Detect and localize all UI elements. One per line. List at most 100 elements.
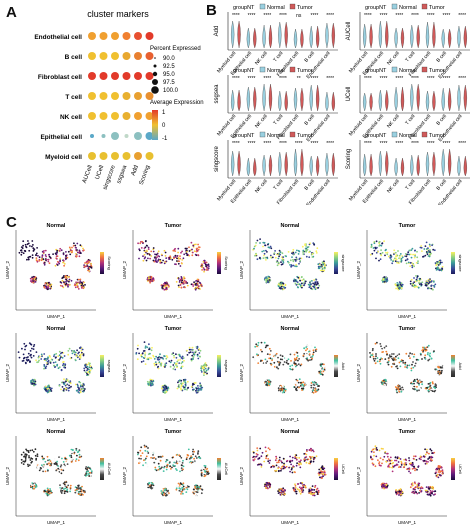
umap-plot: Tumor UMAP_2 UMAP_1 Scoring xyxy=(122,223,229,319)
dotplot-dot xyxy=(134,92,142,100)
violin-shape xyxy=(363,92,367,112)
umap-legend-label: UCell xyxy=(341,464,346,474)
umap-xlabel: UMAP_1 xyxy=(164,417,183,422)
violin-xlabel: T cell xyxy=(404,50,416,63)
dotplot-row-label: T cell xyxy=(65,94,82,101)
violin-sig: **** xyxy=(380,76,388,82)
umap-title: Normal xyxy=(47,429,66,435)
expr-tick-0: 0 xyxy=(162,123,166,129)
violin-shape xyxy=(394,86,398,112)
violin-xlabel: B cell xyxy=(304,113,316,126)
violin-xlabel: B cell xyxy=(436,178,448,191)
legend-swatch-tumor xyxy=(421,3,428,10)
dotplot-dot xyxy=(88,32,96,40)
dotplot-row-label: Epithelial cell xyxy=(40,134,82,141)
dotplot-dot xyxy=(111,112,119,120)
legend-swatch-tumor xyxy=(421,131,428,138)
violin-xlabel: B cell xyxy=(436,113,448,126)
umap-ylabel: UMAP_2 xyxy=(239,261,244,280)
dotplot-dot xyxy=(111,52,119,60)
violin-shape xyxy=(253,27,257,49)
umap-legend-label: Add xyxy=(458,362,463,369)
violin-xlabel: NK cell xyxy=(254,50,269,66)
violin-shape xyxy=(253,157,257,177)
violin-sig: **** xyxy=(311,141,319,147)
umap-plot: Normal UMAP_2 UMAP_1 Scoring xyxy=(5,223,112,319)
violin-shape xyxy=(457,25,461,49)
violin-sig: **** xyxy=(395,76,403,82)
umap-colorbar xyxy=(100,458,104,480)
violin-sig: **** xyxy=(411,13,419,19)
dotplot-row-label: B cell xyxy=(65,54,83,61)
violin-shape xyxy=(300,148,304,177)
violin-shape xyxy=(309,84,313,112)
umap-legend-label: singscore xyxy=(341,254,346,272)
violin-shape xyxy=(237,20,241,49)
violin-shape xyxy=(385,150,389,177)
violin-shape xyxy=(262,24,266,49)
violin-shape xyxy=(246,27,251,49)
violin-sig: **** xyxy=(380,13,388,19)
umap-colorbar xyxy=(100,355,104,377)
umap-legend-label: Scoring xyxy=(107,256,112,270)
umap-title: Normal xyxy=(281,223,300,229)
violin-shape xyxy=(284,90,288,112)
violin-shape xyxy=(416,24,420,49)
violin-shape xyxy=(284,151,288,177)
violin-shape xyxy=(293,28,298,49)
umap-legend-label: UCell xyxy=(458,464,463,474)
legend-label-tumor: Tumor xyxy=(297,5,313,11)
violin-shape xyxy=(394,27,398,49)
umap-plot: Normal UMAP_2 UMAP_1 Add xyxy=(239,326,346,422)
violin-sig: **** xyxy=(443,76,451,82)
violin-legend-title: groupNT xyxy=(233,133,255,139)
violin-shape xyxy=(441,87,445,112)
percent-legend-label: 92.5 xyxy=(163,64,175,70)
dotplot-dot xyxy=(134,152,142,160)
violin-shape xyxy=(378,89,383,112)
violin-shape xyxy=(268,154,273,177)
violin-shape xyxy=(410,24,414,49)
violin-sig: **** xyxy=(427,141,435,147)
violin-sig: **** xyxy=(311,76,319,82)
umap-colorbar xyxy=(334,355,338,377)
umap-plot: Tumor UMAP_2 UMAP_1 AUCell xyxy=(122,429,229,525)
violin-ylabel: Add xyxy=(214,26,220,37)
percent-legend-title: Percent Expressed xyxy=(150,46,201,52)
violin-sig: **** xyxy=(364,76,372,82)
violin-shape xyxy=(400,27,405,49)
dotplot-dot xyxy=(134,32,142,40)
umap-xlabel: UMAP_1 xyxy=(47,520,66,525)
dotplot-dot xyxy=(88,112,96,120)
umap-colorbar xyxy=(334,252,338,274)
dotplot-dot xyxy=(122,32,131,40)
dotplot-dot xyxy=(99,112,108,120)
violin-xlabel: T cell xyxy=(272,178,284,191)
umap-title: Tumor xyxy=(165,326,183,332)
violin-sig: ** xyxy=(297,76,301,82)
dotplot-dot xyxy=(111,152,119,160)
violin-sig: **** xyxy=(232,76,240,82)
violin-sig: **** xyxy=(411,141,419,147)
dotplot-col-label: Scoring xyxy=(139,165,152,186)
legend-label-tumor: Tumor xyxy=(429,5,445,11)
dotplot-dot xyxy=(99,72,108,80)
legend-swatch-tumor xyxy=(289,131,296,138)
violin-shape xyxy=(369,153,373,177)
umap-legend-label: AUCell xyxy=(107,463,112,476)
violin-shape xyxy=(278,90,282,112)
violin-sig: **** xyxy=(248,141,256,147)
dotplot-dot xyxy=(111,72,119,80)
umap-title: Normal xyxy=(47,223,66,229)
violin-xlabel: T cell xyxy=(404,178,416,191)
dotplot-col-label: UCell xyxy=(95,165,106,181)
umap-title: Normal xyxy=(281,429,300,435)
violin-sig: **** xyxy=(311,13,319,19)
umap-title: Tumor xyxy=(399,223,417,229)
dotplot-dot xyxy=(124,134,129,138)
violin-shape xyxy=(410,83,414,112)
violin-shape xyxy=(315,84,320,112)
dotplot-dot xyxy=(111,132,119,140)
